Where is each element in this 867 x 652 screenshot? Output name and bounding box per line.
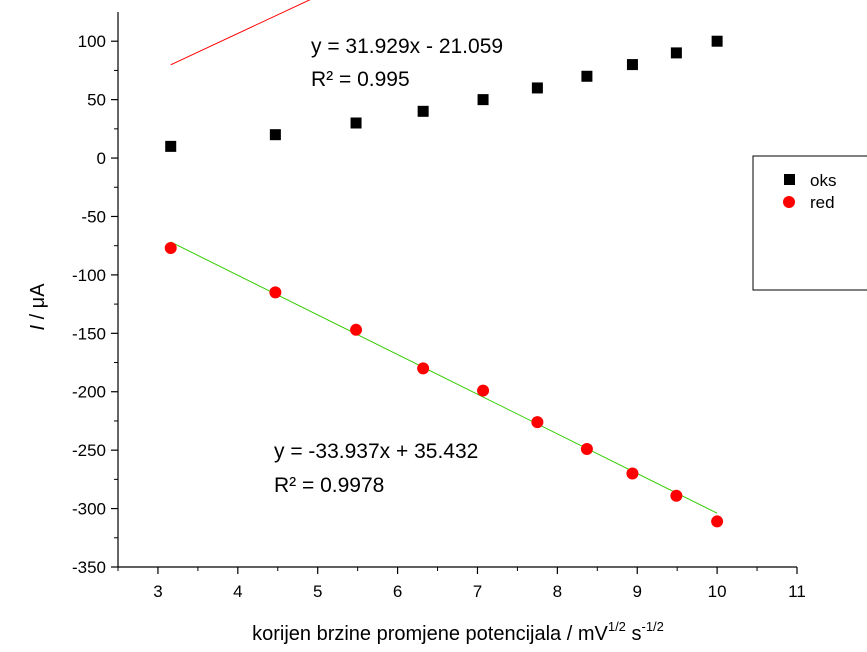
oks-equation: y = 31.929x - 21.059 xyxy=(311,35,503,58)
oks-data-point xyxy=(626,59,638,71)
y-axis-title: I / μA xyxy=(27,283,49,331)
red-data-point xyxy=(417,362,430,375)
legend-label-red: red xyxy=(810,193,835,212)
y-axis-title-italic: I xyxy=(27,325,49,331)
y-tick-label: -350 xyxy=(72,558,106,577)
legend-box xyxy=(752,155,867,291)
y-tick-label: -300 xyxy=(72,500,106,519)
oks-data-point xyxy=(531,82,543,94)
oks-data-point xyxy=(477,94,489,106)
data-markers xyxy=(164,35,724,528)
red-data-point xyxy=(269,286,282,299)
red-trendline xyxy=(170,241,718,514)
y-tick-label: -200 xyxy=(72,383,106,402)
red-data-point xyxy=(477,384,490,397)
x-axis-title-mid: s xyxy=(626,623,642,645)
red-data-point xyxy=(670,489,683,502)
x-tick-label: 6 xyxy=(393,582,402,601)
y-tick-label: -250 xyxy=(72,441,106,460)
legend-label-oks: oks xyxy=(810,171,836,190)
oks-data-point xyxy=(711,35,723,47)
red-data-point xyxy=(626,467,639,480)
legend: oks red xyxy=(752,155,867,291)
x-tick-label: 4 xyxy=(233,582,242,601)
y-tick-label: 100 xyxy=(78,32,106,51)
y-tick-label: 0 xyxy=(97,149,106,168)
y-tick-label: -150 xyxy=(72,324,106,343)
x-tick-label: 7 xyxy=(473,582,482,601)
oks-trendline xyxy=(170,0,311,66)
oks-data-point xyxy=(165,140,177,152)
x-axis-title-sup1: 1/2 xyxy=(608,619,626,634)
x-tick-label: 3 xyxy=(153,582,162,601)
x-tick-label: 9 xyxy=(633,582,642,601)
x-tick-label: 5 xyxy=(313,582,322,601)
red-data-point xyxy=(350,323,363,336)
red-data-point xyxy=(580,442,593,455)
red-data-point xyxy=(164,242,177,255)
oks-data-point xyxy=(417,105,429,117)
oks-r2: R² = 0.995 xyxy=(311,68,410,91)
red-r2: R² = 0.9978 xyxy=(274,474,384,497)
x-axis-title: korijen brzine promjene potencijala / mV… xyxy=(252,619,664,645)
plot-area: 100 50 0 -50 -100 -150 -200 -250 -300 -350 3 4 5 6 7 8… xyxy=(72,0,806,601)
oks-data-point xyxy=(670,47,682,59)
y-tick-label: -50 xyxy=(81,207,106,226)
x-axis-title-main: korijen brzine promjene potencijala / mV xyxy=(252,623,608,645)
red-data-point xyxy=(531,416,544,429)
y-axis-title-rest: / μA xyxy=(27,283,49,325)
oks-data-point xyxy=(350,117,362,129)
legend-circle-marker-icon xyxy=(783,196,795,208)
y-ticks: 100 50 0 -50 -100 -150 -200 -250 -300 -350 xyxy=(72,32,118,577)
x-axis-title-sup2: -1/2 xyxy=(641,619,663,634)
oks-data-point xyxy=(269,129,281,141)
x-tick-label: 8 xyxy=(553,582,562,601)
x-tick-label: 10 xyxy=(708,582,727,601)
y-tick-label: 50 xyxy=(87,91,106,110)
red-equation: y = -33.937x + 35.432 xyxy=(274,440,478,463)
legend-square-marker-icon xyxy=(784,174,795,185)
oks-data-point xyxy=(581,70,593,82)
x-tick-label: 11 xyxy=(788,582,806,601)
y-tick-label: -100 xyxy=(72,266,106,285)
red-data-point xyxy=(711,515,724,528)
x-ticks: 3 4 5 6 7 8 9 10 11 xyxy=(117,567,806,601)
trendlines xyxy=(170,0,718,514)
